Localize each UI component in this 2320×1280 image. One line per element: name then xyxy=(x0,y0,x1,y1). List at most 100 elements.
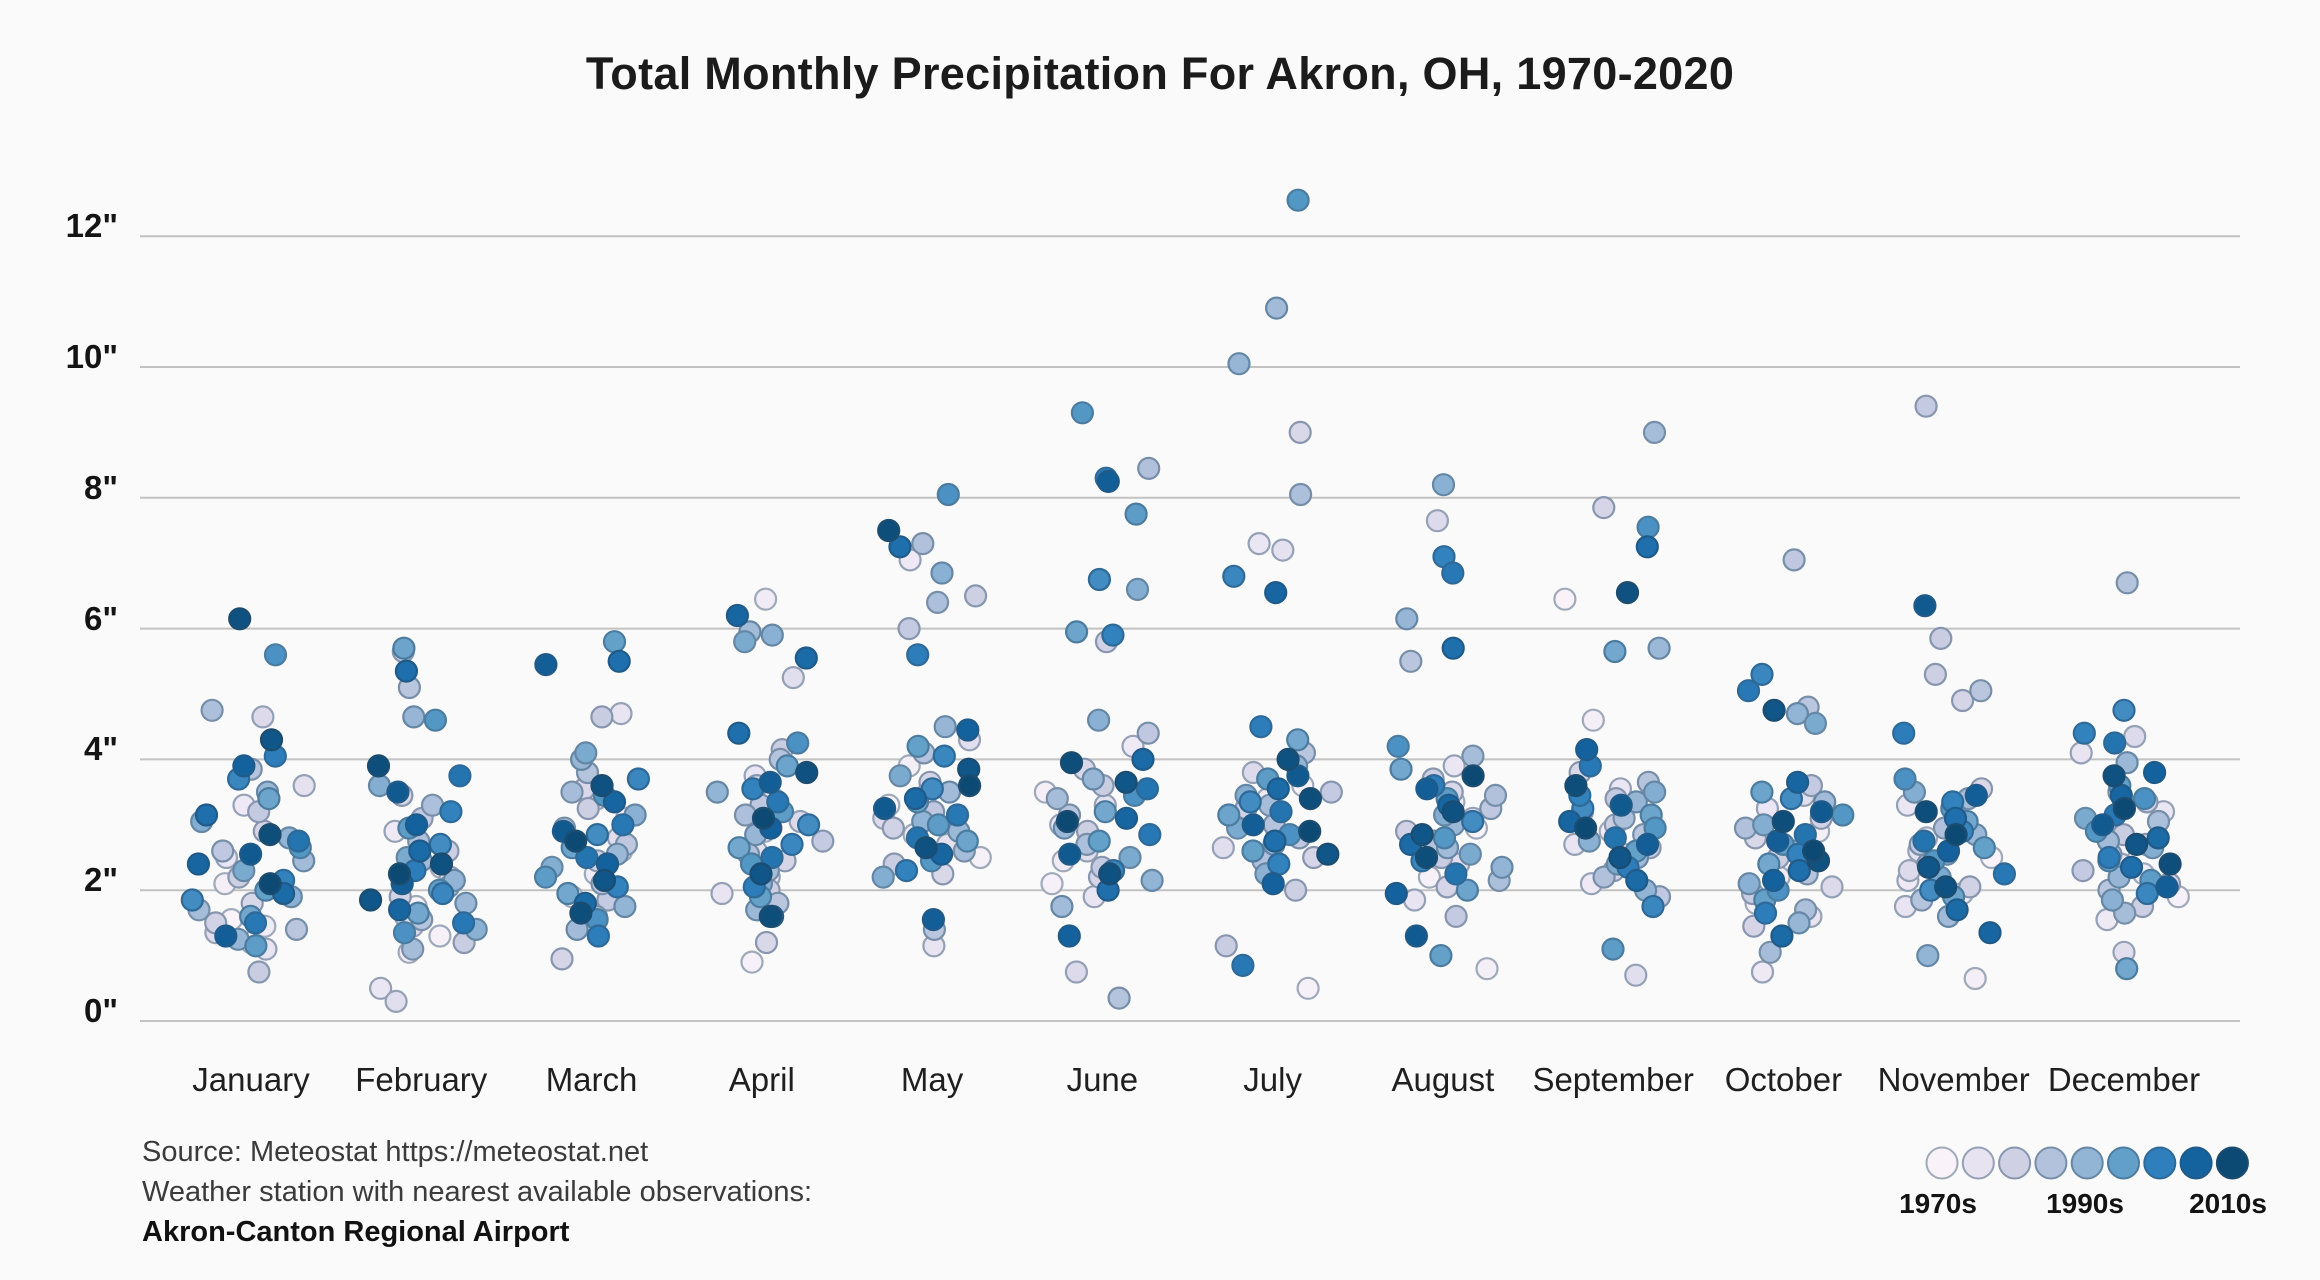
data-point xyxy=(811,829,835,853)
data-point xyxy=(2135,881,2159,906)
x-axis-label-october: October xyxy=(1724,1061,1843,1098)
data-point xyxy=(1831,803,1855,827)
source-line: Source: Meteostat https://meteostat.net xyxy=(142,1136,649,1168)
data-point xyxy=(754,930,779,955)
data-point xyxy=(1414,845,1439,870)
data-point xyxy=(894,858,919,883)
data-point xyxy=(1269,800,1293,824)
data-point xyxy=(888,764,912,788)
data-point xyxy=(1087,829,1111,853)
data-point xyxy=(1647,636,1671,660)
y-axis-tick-4: 4" xyxy=(84,730,118,768)
data-point xyxy=(926,813,951,837)
data-point xyxy=(911,531,935,556)
data-point xyxy=(1929,626,1953,651)
data-point xyxy=(1581,708,1605,732)
data-point xyxy=(1972,836,1996,860)
data-point xyxy=(1114,806,1139,830)
data-point xyxy=(1064,620,1089,644)
data-point xyxy=(963,584,988,608)
data-point xyxy=(888,535,912,559)
data-point xyxy=(1625,868,1649,893)
data-point xyxy=(1750,662,1774,687)
data-point xyxy=(1441,800,1465,824)
data-point xyxy=(758,904,782,929)
data-point xyxy=(1609,793,1633,817)
data-point xyxy=(1058,842,1082,866)
x-axis-label-february: February xyxy=(355,1061,488,1098)
data-point xyxy=(1050,894,1074,919)
data-point xyxy=(1441,561,1465,585)
data-point xyxy=(1070,401,1095,425)
data-point xyxy=(423,708,447,732)
data-point xyxy=(1992,862,2017,886)
data-point xyxy=(2069,741,2093,765)
data-point xyxy=(1045,786,1069,811)
data-point xyxy=(781,665,805,690)
x-axis-label-november: November xyxy=(1877,1061,2030,1098)
data-point xyxy=(1266,777,1290,801)
data-point xyxy=(292,773,316,798)
data-point xyxy=(1410,822,1434,847)
data-point xyxy=(1592,496,1616,520)
data-point xyxy=(1603,639,1627,664)
data-point xyxy=(574,741,598,765)
data-point xyxy=(1475,957,1499,981)
data-point xyxy=(613,894,637,919)
data-point xyxy=(1964,783,1988,808)
data-point xyxy=(1425,509,1450,533)
data-point xyxy=(1801,839,1826,863)
data-point xyxy=(1211,836,1235,860)
data-point xyxy=(1247,531,1271,556)
data-point xyxy=(258,872,282,896)
data-point xyxy=(1114,770,1138,794)
data-point xyxy=(550,947,574,971)
data-point xyxy=(2072,721,2096,745)
data-point xyxy=(454,891,478,915)
data-point xyxy=(1429,943,1453,968)
data-point xyxy=(585,822,609,847)
data-point xyxy=(871,865,895,889)
data-point xyxy=(1271,538,1295,562)
data-point xyxy=(1635,535,1659,559)
data-point xyxy=(366,754,391,778)
data-point xyxy=(920,777,944,801)
data-point xyxy=(1461,764,1485,788)
data-point xyxy=(431,881,455,906)
data-point xyxy=(1231,953,1255,978)
data-point xyxy=(1914,800,1938,824)
data-point xyxy=(1137,456,1161,480)
data-point xyxy=(1820,875,1844,899)
data-point xyxy=(1136,721,1160,745)
data-point xyxy=(609,701,633,726)
data-point xyxy=(2132,786,2157,811)
data-point xyxy=(392,921,417,945)
data-point xyxy=(1934,875,1958,899)
data-point xyxy=(569,901,593,925)
data-point xyxy=(590,705,614,729)
y-axis-tick-10: 10" xyxy=(65,338,118,375)
data-point xyxy=(1912,829,1936,853)
data-point xyxy=(2097,845,2121,870)
data-point xyxy=(2125,832,2149,857)
data-point xyxy=(244,934,268,958)
data-point xyxy=(1098,862,1122,886)
data-point xyxy=(1222,564,1246,588)
data-point xyxy=(749,862,773,886)
data-point xyxy=(1399,649,1423,673)
data-point xyxy=(1286,188,1310,212)
data-point xyxy=(1064,960,1089,984)
data-point xyxy=(592,868,617,893)
data-point xyxy=(903,786,928,811)
data-point xyxy=(429,852,454,876)
data-point xyxy=(1096,469,1120,493)
data-point xyxy=(228,607,252,631)
data-point xyxy=(1950,688,1975,713)
data-point xyxy=(1455,878,1480,902)
data-point xyxy=(733,630,757,654)
data-point xyxy=(211,839,235,863)
data-point xyxy=(1944,822,1968,847)
data-point xyxy=(1261,872,1285,896)
data-point xyxy=(881,816,905,840)
